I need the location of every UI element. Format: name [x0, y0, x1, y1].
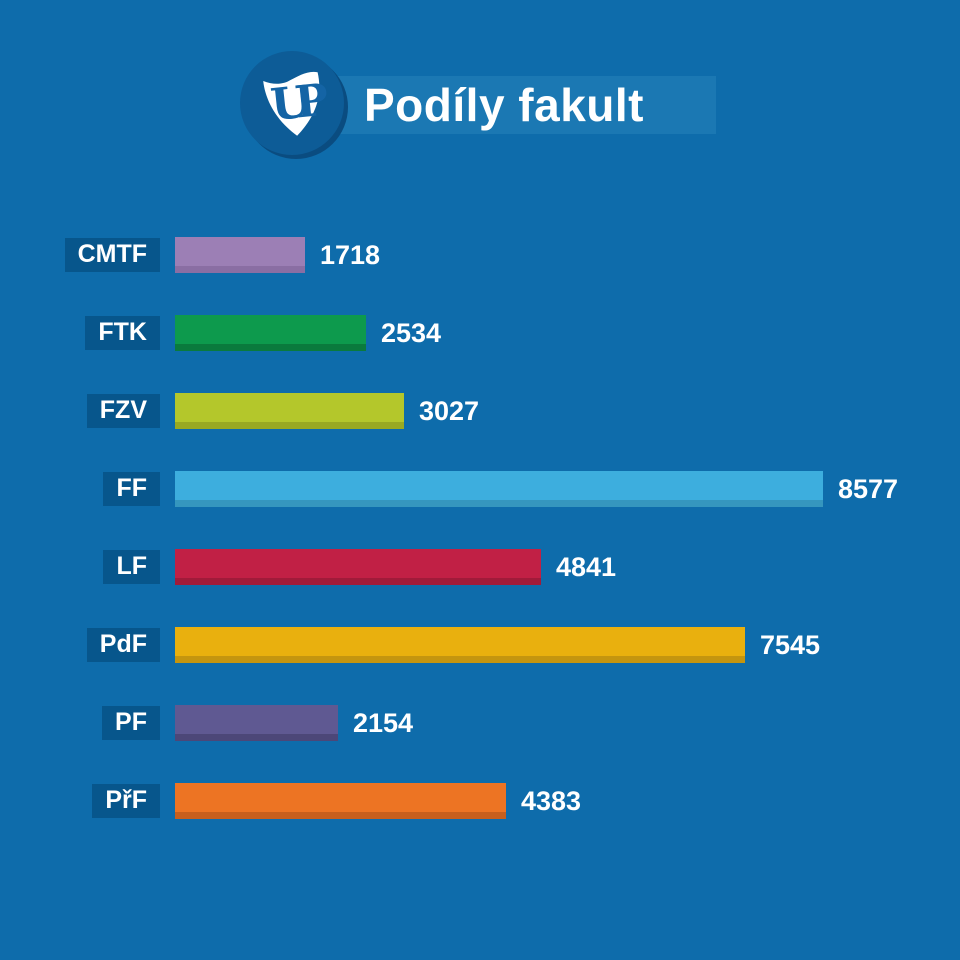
bar	[175, 471, 823, 507]
value-label: 4841	[556, 551, 617, 582]
bar	[175, 705, 338, 741]
bar	[175, 783, 506, 819]
bar	[175, 237, 305, 273]
bar-row: FTK 2534	[0, 294, 960, 372]
bar-row: LF 4841	[0, 528, 960, 606]
value-label: 2534	[381, 317, 442, 348]
bar-row: CMTF 1718	[0, 216, 960, 294]
bar-row: FF 8577	[0, 450, 960, 528]
bar-row: PdF 7545	[0, 606, 960, 684]
university-shield-icon: UP	[240, 51, 348, 159]
bar-row: PřF 4383	[0, 762, 960, 840]
category-label-column: LF	[0, 550, 160, 584]
bar-chart: CMTF 1718 FTK 2534 FZV 3027 FF 8577 LF 4841 PdF 754…	[0, 216, 960, 840]
value-label: 8577	[838, 473, 899, 504]
category-label-column: PF	[0, 706, 160, 740]
category-label: PF	[102, 706, 160, 740]
category-label: CMTF	[64, 238, 160, 272]
category-label-column: CMTF	[0, 238, 160, 272]
category-label: FTK	[85, 316, 160, 350]
category-label-column: FTK	[0, 316, 160, 350]
page-title: Podíly fakult	[364, 79, 644, 131]
category-label-column: PdF	[0, 628, 160, 662]
value-label: 4383	[521, 785, 582, 816]
bar	[175, 393, 404, 429]
bar	[175, 549, 541, 585]
value-label: 2154	[353, 707, 414, 738]
bar	[175, 627, 745, 663]
category-label-column: FZV	[0, 394, 160, 428]
bar-row: FZV 3027	[0, 372, 960, 450]
value-label: 3027	[419, 395, 480, 426]
category-label: PřF	[92, 784, 160, 818]
bar-row: PF 2154	[0, 684, 960, 762]
value-label: 1718	[320, 239, 381, 270]
value-label: 7545	[760, 629, 821, 660]
university-logo: UP	[237, 48, 349, 160]
category-label-column: FF	[0, 472, 160, 506]
bar	[175, 315, 366, 351]
category-label: FF	[103, 472, 160, 506]
category-label-column: PřF	[0, 784, 160, 818]
title-band: Podíly fakult	[300, 76, 716, 134]
category-label: LF	[103, 550, 160, 584]
category-label: PdF	[86, 628, 160, 662]
category-label: FZV	[86, 394, 160, 428]
